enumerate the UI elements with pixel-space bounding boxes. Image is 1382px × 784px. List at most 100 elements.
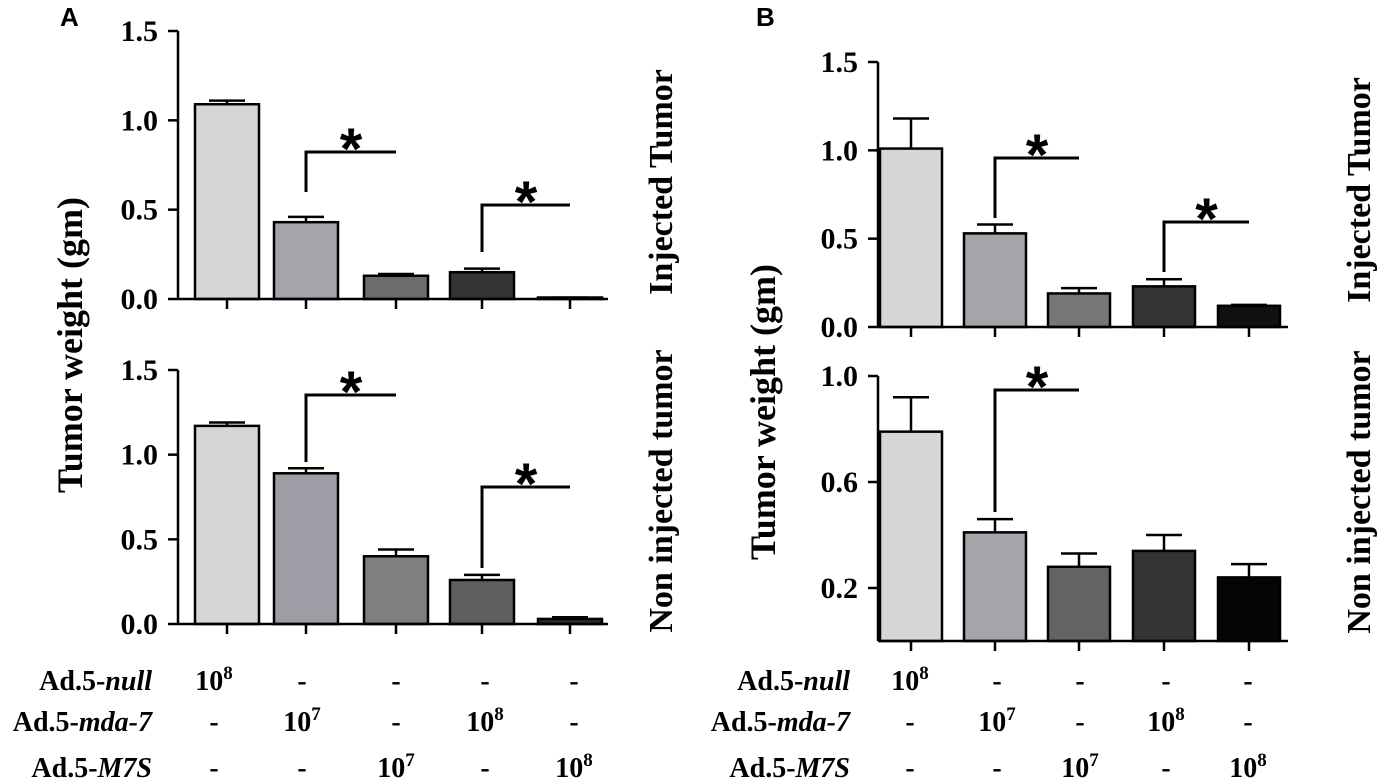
y-tick-label: 1.5 [821,46,859,79]
panel-letter-b: B [756,2,775,32]
y-axis-title-b: Tumor weight (gm) [743,264,783,560]
significance-bracket [993,388,1079,512]
dose-cell: - [1243,666,1252,697]
dose-dash: - [209,707,218,738]
dose-dash: - [209,753,218,784]
dose-dash: - [297,666,306,697]
significance-star: * [515,452,538,517]
dose-exponent: 7 [1006,704,1016,725]
chart-title-b-top: Injected Tumor [1341,77,1378,303]
dose-base: 10 [1147,707,1175,738]
dose-base: 10 [195,666,223,697]
significance-star: * [340,360,363,425]
y-tick-label: 1.5 [121,354,159,387]
dose-base: 10 [466,707,494,738]
dose-cell: 108 [195,663,233,697]
dose-cell: - [209,753,218,784]
significance-star: * [1026,123,1049,188]
dose-cell: 108 [1147,704,1185,738]
significance-bracket [304,150,396,192]
bar-4 [1131,285,1197,329]
dose-dash: - [297,753,306,784]
dose-cell: 108 [1229,750,1267,784]
dose-dash: - [480,666,489,697]
chart-a-top: 0.0 0.5 1.0 1.5 * * Injected Tumor [121,15,681,316]
dose-base: 10 [891,666,919,697]
row-label-null: Ad.5-null [39,666,152,697]
row-label-mda-7: Ad.5-mda-7 [13,707,153,738]
dose-cell: - [569,666,578,697]
y-tick-label: 0.0 [121,608,159,641]
row-label-prefix: Ad.5- [39,666,105,697]
dose-dash: - [992,753,1001,784]
dose-cell: - [480,753,489,784]
bar-1 [878,147,944,329]
significance-bracket [304,393,396,462]
dose-cell: 107 [978,704,1016,738]
dose-cell: - [1161,666,1170,697]
bar-3 [1046,292,1112,329]
dose-exponent: 7 [1089,750,1099,771]
dose-dash: - [391,666,400,697]
row-label-m7s: Ad.5-M7S [31,753,152,784]
y-tick-label: 1.0 [821,134,859,167]
dose-cell: - [391,707,400,738]
dose-cell: 107 [283,704,321,738]
bar-4 [448,578,516,626]
dose-dash: - [391,707,400,738]
y-tick-label: 0.0 [121,283,159,316]
dose-cell: - [569,707,578,738]
significance-bracket [1162,220,1249,272]
dose-dash: - [905,707,914,738]
y-tick-label: 0.2 [821,572,859,605]
bar-2 [272,472,340,626]
dose-cell: - [1161,753,1170,784]
dose-cell: - [905,753,914,784]
bar-3 [362,555,430,626]
significance-star: * [1026,355,1049,420]
y-tick-label: 0.5 [121,523,159,556]
dose-cell: - [992,666,1001,697]
bar-2 [962,232,1028,329]
row-label-null: Ad.5-null [737,666,850,697]
panel-letter-a: A [60,2,79,32]
dose-cell: - [480,666,489,697]
row-label-prefix: Ad.5- [711,707,777,738]
dose-dash: - [1243,666,1252,697]
dose-base: 10 [978,707,1006,738]
dose-cell: - [297,666,306,697]
dose-exponent: 7 [311,704,321,725]
dose-dash: - [1161,753,1170,784]
dose-cell: 107 [377,750,415,784]
significance-star: * [340,117,363,182]
y-tick-label: 0.5 [821,223,859,256]
dose-dash: - [480,753,489,784]
y-tick-label: 1.0 [121,439,159,472]
treatment-table-b: Ad.5-null 108- - - -Ad.5-mda-7-107-108 -Ad.5-… [711,663,1267,784]
dose-dash: - [569,666,578,697]
dose-dash: - [569,707,578,738]
dose-exponent: 8 [919,663,929,684]
row-label-vector: mda-7 [777,707,851,738]
bar-3 [1046,565,1112,643]
dose-cell: 108 [555,750,593,784]
dose-dash: - [1075,707,1084,738]
chart-title-a-bottom: Non injected tumor [643,349,680,632]
dose-exponent: 8 [1175,704,1185,725]
dose-base: 10 [283,707,311,738]
row-label-vector: M7S [97,753,152,784]
row-label-m7s: Ad.5-M7S [729,753,850,784]
chart-a-bottom: 0.0 0.5 1.0 1.5 * * Non injected tumor [121,349,681,641]
dose-cell: 108 [466,704,504,738]
dose-cell: 107 [1061,750,1099,784]
dose-cell: - [1075,707,1084,738]
row-label-vector: null [105,666,152,697]
row-label-mda-7: Ad.5-mda-7 [711,707,851,738]
significance-bracket [480,203,570,252]
dose-cell: 108 [891,663,929,697]
bar-4 [1131,549,1197,643]
significance-bracket [993,156,1079,218]
dose-exponent: 8 [583,750,593,771]
dose-base: 10 [1061,753,1089,784]
